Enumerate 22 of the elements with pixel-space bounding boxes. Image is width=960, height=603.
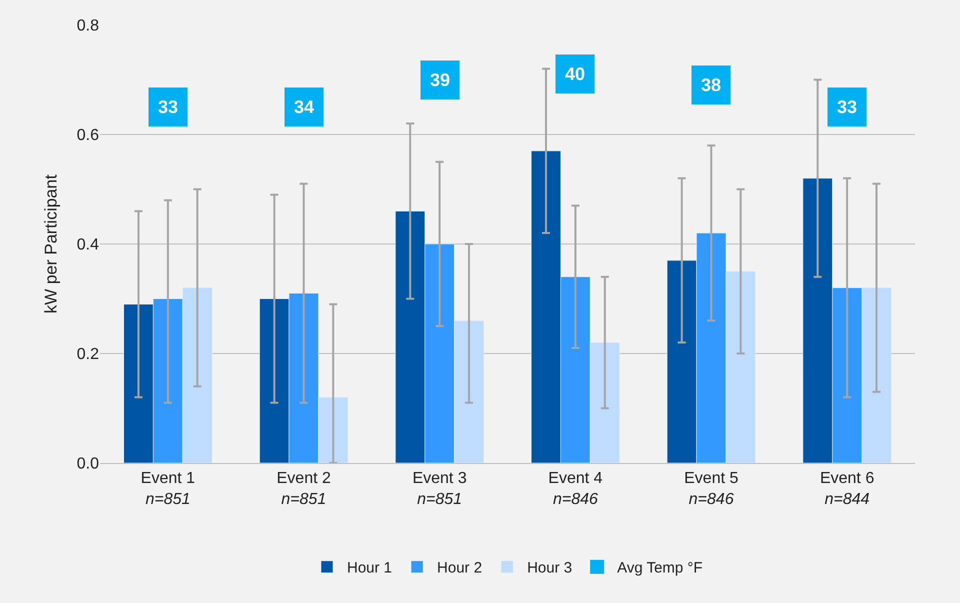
annotation: 39 — [430, 70, 450, 90]
y-tick-label: 0.0 — [76, 456, 100, 473]
legend-label: Hour 3 — [527, 560, 572, 577]
x-tick-label: Event 4 n=846 — [548, 470, 603, 508]
annotation: 38 — [701, 75, 722, 95]
y-axis-title: kW per Participant — [41, 174, 60, 314]
x-tick-label: Event 2 n=851 — [276, 470, 331, 508]
x-tick-label: Event 5 n=846 — [684, 470, 738, 508]
annotation: 40 — [565, 64, 586, 84]
legend-label: Avg Temp °F — [617, 560, 703, 577]
annotation: 33 — [837, 97, 858, 117]
y-tick-label: 0.2 — [76, 346, 100, 364]
y-tick-label: 0.6 — [76, 127, 100, 144]
annotation: 33 — [158, 97, 178, 117]
legend-label: Hour 2 — [437, 560, 482, 577]
x-tick-label: Event 1 n=851 — [140, 470, 196, 508]
y-tick-label: 0.8 — [76, 18, 100, 35]
x-tick-label: Event 6 n=844 — [820, 470, 874, 508]
annotation: 34 — [294, 97, 314, 117]
legend-label: Hour 1 — [347, 560, 392, 577]
x-tick-label: Event 3 n=851 — [412, 470, 467, 508]
y-tick-label: 0.4 — [76, 236, 100, 254]
